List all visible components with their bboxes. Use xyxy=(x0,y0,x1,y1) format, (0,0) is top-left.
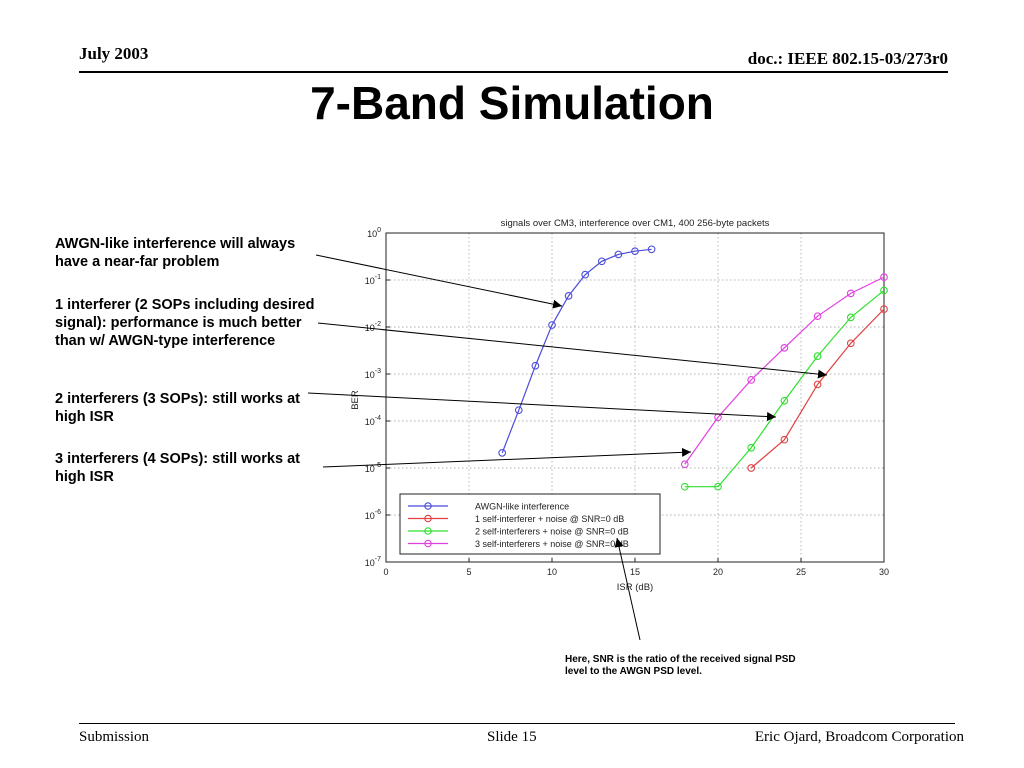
legend-label: 1 self-interferer + noise @ SNR=0 dB xyxy=(475,514,624,524)
y-tick-label: 100 xyxy=(367,227,381,239)
data-point xyxy=(614,250,623,259)
data-point xyxy=(631,247,639,256)
x-tick-label: 0 xyxy=(383,567,388,577)
y-tick-label: 10-6 xyxy=(365,509,381,521)
series-line xyxy=(684,289,885,488)
annotation-2-interferers: 2 interferers (3 SOPs): still works at h… xyxy=(55,391,300,425)
series-line xyxy=(750,308,885,469)
arrow-snr-note xyxy=(614,537,641,641)
y-tick-label: 10-7 xyxy=(365,556,381,568)
data-point xyxy=(680,460,689,469)
x-tick-label: 25 xyxy=(796,567,806,577)
data-point xyxy=(780,435,789,444)
legend-label: 3 self-interferers + noise @ SNR=0 dB xyxy=(475,539,629,549)
series-line xyxy=(684,276,885,465)
header-divider xyxy=(79,71,948,73)
footer-author: Eric Ojard, Broadcom Corporation xyxy=(754,729,964,745)
data-point xyxy=(780,344,789,352)
legend-swatch-marker xyxy=(424,514,432,523)
data-point xyxy=(647,245,656,254)
legend-swatch-marker xyxy=(424,502,432,510)
chart-title: signals over CM3, interference over CM1,… xyxy=(501,218,770,229)
arrow-awgn xyxy=(315,254,563,309)
footer-slide-number: Slide 15 xyxy=(487,729,537,745)
data-point xyxy=(514,406,523,415)
data-point xyxy=(813,380,822,389)
y-axis-label: BER xyxy=(350,390,361,410)
series-3 xyxy=(680,273,888,469)
data-point xyxy=(581,270,590,279)
data-point xyxy=(747,376,756,384)
data-point xyxy=(747,464,756,472)
x-tick-label: 10 xyxy=(547,567,557,577)
data-point xyxy=(597,257,606,266)
data-point xyxy=(747,443,756,452)
snr-note: Here, SNR is the ratio of the received s… xyxy=(565,654,796,677)
annotation-3-interferers: 3 interferers (4 SOPs): still works at h… xyxy=(55,451,300,485)
data-point xyxy=(813,312,822,321)
data-point xyxy=(780,396,789,405)
legend: AWGN-like interference 1 self-interferer … xyxy=(399,493,661,555)
header-date: July 2003 xyxy=(79,44,149,63)
y-tick-label: 10-4 xyxy=(365,415,381,427)
arrow-3-interferers xyxy=(322,447,692,468)
data-point xyxy=(880,286,888,295)
data-point xyxy=(880,273,888,281)
series-2 xyxy=(680,286,888,491)
series-0 xyxy=(498,245,656,457)
x-tick-label: 30 xyxy=(879,567,889,577)
footer-divider xyxy=(79,723,955,724)
y-tick-label: 10-3 xyxy=(365,368,381,380)
y-tick-label: 10-2 xyxy=(365,321,381,333)
series-1 xyxy=(747,305,888,472)
legend-swatch-marker xyxy=(424,539,432,548)
data-point xyxy=(680,482,689,491)
x-tick-label: 20 xyxy=(713,567,723,577)
legend-swatch-marker xyxy=(424,527,432,535)
data-point xyxy=(498,449,507,457)
y-tick-label: 10-1 xyxy=(365,274,381,286)
y-tick-label: 10-5 xyxy=(365,462,381,474)
data-point xyxy=(813,352,822,360)
axis-ticks: 0 5 10 15 20 25 30 10-7 10-6 10-5 10-4 10-3 10-2 10-1… xyxy=(365,227,889,577)
x-tick-label: 5 xyxy=(466,567,471,577)
annotation-1-interferer: 1 interferer (2 SOPs including desired s… xyxy=(55,297,315,349)
data-series xyxy=(498,245,888,491)
data-point xyxy=(564,292,573,300)
x-axis-label: ISR (dB) xyxy=(617,582,653,593)
annotation-awgn: AWGN-like interference will always have … xyxy=(55,236,296,270)
data-point xyxy=(846,339,855,348)
data-point xyxy=(846,289,855,298)
data-point xyxy=(548,321,556,329)
header-doc-id: doc.: IEEE 802.15-03/273r0 xyxy=(747,49,948,68)
arrow-1-interferer xyxy=(317,322,828,379)
data-point xyxy=(531,361,540,370)
data-point xyxy=(846,313,855,322)
data-point xyxy=(880,305,888,313)
slide-title: 7-Band Simulation xyxy=(310,77,714,129)
footer-left: Submission xyxy=(79,729,150,745)
legend-label: 2 self-interferers + noise @ SNR=0 dB xyxy=(475,527,629,537)
arrow-2-interferers xyxy=(307,392,777,422)
series-line xyxy=(501,248,652,454)
legend-label: AWGN-like interference xyxy=(475,502,569,512)
data-point xyxy=(714,482,722,491)
x-tick-label: 15 xyxy=(630,567,640,577)
